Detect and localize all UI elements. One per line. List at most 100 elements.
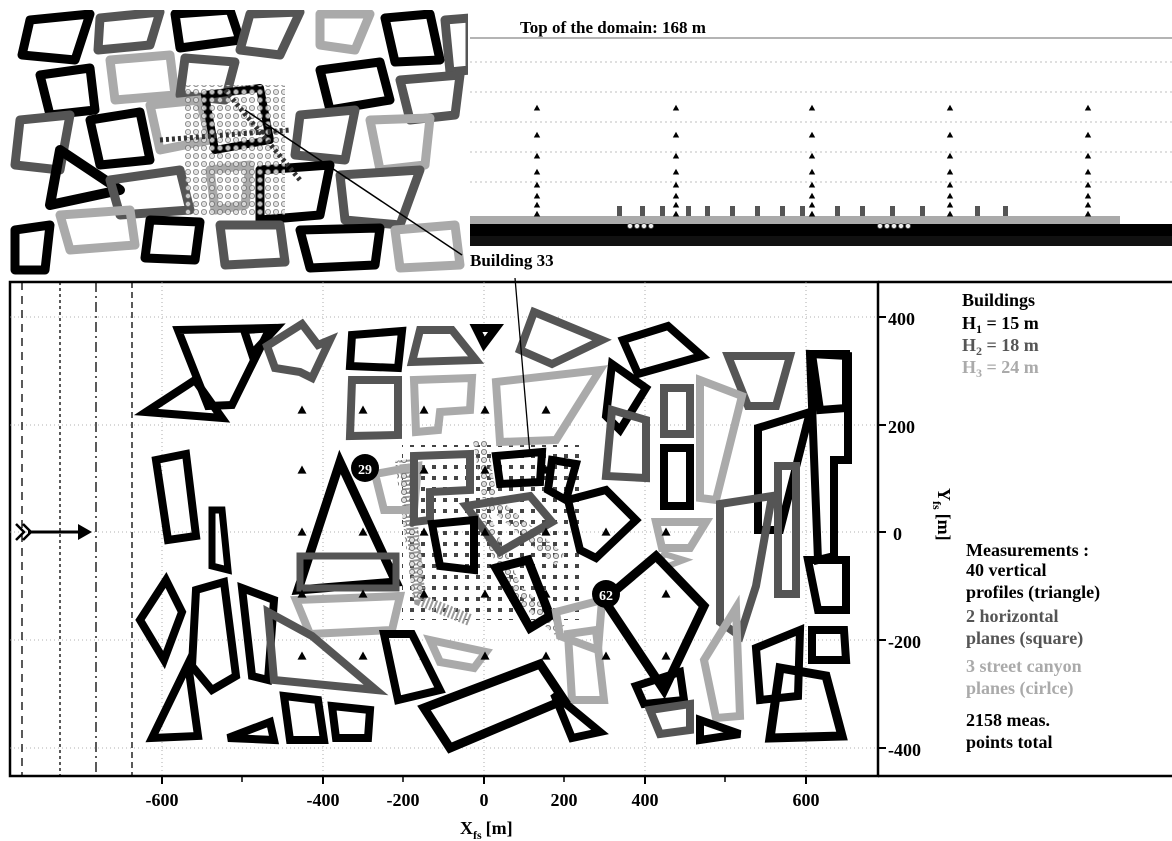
legend-canyon: 3 street canyon [966,656,1082,676]
profile-triangle [946,201,954,208]
building [237,581,279,686]
building [489,554,556,635]
building [469,324,504,352]
profile-triangle [297,527,307,536]
profile-triangle [601,527,611,536]
building [290,591,406,639]
profile-triangle [946,131,954,138]
profile-triangle [419,527,429,536]
profile-triangle [808,181,816,188]
svg-text:62: 62 [599,589,613,604]
profile-triangle [1084,104,1092,111]
building [226,716,280,745]
legend-h3: H3 = 24 m [962,357,1039,380]
profile-triangle [533,201,541,208]
building [514,306,612,369]
building [151,449,201,545]
legend-h1: H1 = 15 m [962,313,1039,336]
profile-triangle [419,405,429,414]
x-tick-label: 400 [632,790,659,810]
profile-triangle [541,465,551,474]
building [630,666,689,709]
wind-direction-arrow [15,523,92,541]
profile-triangle [1084,192,1092,199]
building [208,506,232,575]
x-tick-label: 600 [793,790,820,810]
building-33-label: Building 33 [470,251,554,270]
profile-triangle [946,168,954,175]
y-axis: 400 200 0 -200 -400 Yfs[m] [878,309,954,760]
inset-callout-line [244,109,463,256]
building [751,623,805,705]
building [279,691,329,744]
building [601,356,652,437]
profile-triangle [1084,168,1092,175]
profile-triangle [672,131,680,138]
legend-total: 2158 meas. [966,710,1050,730]
profile-triangle [358,405,368,414]
profile-triangle [297,589,307,598]
building [133,374,231,423]
profile-triangle [672,192,680,199]
building [601,404,650,483]
legend-canyon: planes (cirlce) [966,678,1073,699]
profile-triangle [533,192,541,199]
building [803,556,850,614]
profile-triangle [946,152,954,159]
profile-triangle [297,405,307,414]
building [262,318,339,384]
x-tick-label: 0 [480,790,489,810]
buildings-layer [133,306,852,754]
building [327,701,375,742]
side-elevation-view: Top of the domain: 168 m [470,18,1172,246]
building [406,326,485,367]
building [458,491,559,558]
profile-triangle [1084,201,1092,208]
plan-frame [8,280,880,778]
profile-triangle [808,201,816,208]
profile-triangle [661,527,671,536]
building [135,571,187,670]
profile-triangle [672,210,680,217]
building [550,690,609,743]
building [563,625,609,704]
profile-triangle [480,527,490,536]
x-tick-label: -600 [146,790,179,810]
y-tick-label: -200 [888,632,921,652]
profile-triangle [946,104,954,111]
legend-measurements-title: Measurements : [966,540,1089,560]
building [699,594,745,723]
profile-triangle [672,168,680,175]
profile-triangle [808,168,816,175]
building [598,549,710,700]
building [563,485,642,563]
y-tick-label: 0 [893,524,902,544]
profile-triangle [541,527,551,536]
building [764,662,848,743]
building [145,650,203,743]
x-axis: -600 -400 -200 0 200 400 600 Xfs [m] [146,776,820,841]
perspective-inset [8,10,468,278]
profile-triangle [661,651,671,660]
building [427,515,478,575]
profile-triangle [808,131,816,138]
profile-triangle [808,192,816,199]
marker-62: 62 [592,580,620,608]
profile-triangle [533,210,541,217]
profile-triangle [358,527,368,536]
profile-triangle [1084,131,1092,138]
profile-triangle [533,152,541,159]
profile-triangle [480,589,490,598]
profile-triangle [533,181,541,188]
profile-triangle [358,589,368,598]
building [345,326,407,373]
y-axis-title: Yfs[m] [930,488,954,541]
profile-triangle [601,651,611,660]
building [263,604,389,696]
profile-triangle [808,210,816,217]
profile-triangle [480,405,490,414]
building-33-callout-line [514,277,531,456]
legend-horizontal: planes (square) [966,628,1083,649]
profile-triangle [672,201,680,208]
